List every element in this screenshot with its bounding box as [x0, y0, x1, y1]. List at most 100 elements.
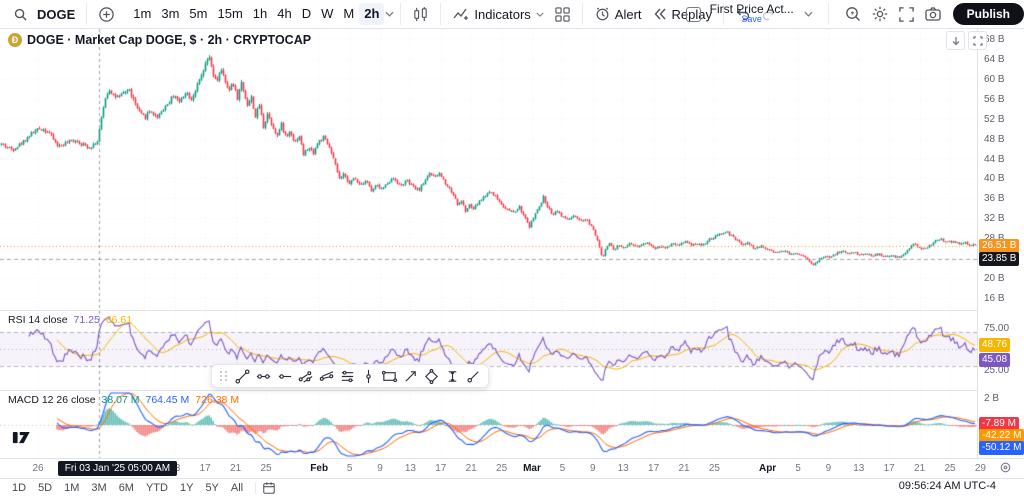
range-1m[interactable]: 1M	[64, 481, 80, 494]
timeframe-menu-caret[interactable]	[385, 11, 394, 17]
vertical-line-tool-icon[interactable]	[358, 366, 379, 386]
indicators-button[interactable]: Indicators	[447, 2, 548, 26]
crosshair-time-tooltip: Fri 03 Jan '25 05:00 AM	[57, 461, 178, 476]
time-tick: Apr	[758, 463, 777, 474]
pane-separator[interactable]	[0, 390, 1024, 391]
divider	[400, 3, 402, 25]
price-axis[interactable]: 26.51 B 23.85 B 75.00 48.76 45.08 25.00 …	[977, 29, 1024, 478]
rotated-rectangle-tool-icon[interactable]	[421, 366, 442, 386]
replay-button[interactable]: Replay	[647, 2, 717, 26]
time-tick: 25	[260, 463, 272, 474]
time-tick: 9	[825, 463, 832, 474]
arrow-tool-icon[interactable]	[400, 366, 421, 386]
indicators-label: Indicators	[474, 6, 531, 22]
time-tick: 9	[377, 463, 383, 474]
layout-checkbox[interactable]	[685, 6, 701, 22]
horizontal-ray-tool-icon[interactable]	[274, 366, 295, 386]
timeframe-2h-active[interactable]: 2h	[359, 3, 385, 25]
range-3m[interactable]: 3M	[91, 481, 107, 494]
timeframe-5m[interactable]: 5m	[189, 6, 208, 21]
pane-collapse-button[interactable]	[946, 31, 965, 50]
alarm-clock-icon	[594, 6, 611, 23]
rectangle-tool-icon[interactable]	[379, 366, 400, 386]
price-range-tool-icon[interactable]	[442, 366, 463, 386]
timeframe-1h[interactable]: 1h	[252, 6, 268, 21]
top-toolbar: DOGE 1m 3m 5m 15m 1h 4h D W M 2h Indicators	[0, 0, 1024, 29]
settings-gear-icon[interactable]	[871, 5, 889, 23]
indicators-icon	[452, 5, 470, 23]
disjoint-channel-tool-icon[interactable]	[316, 366, 337, 386]
range-all[interactable]: All	[230, 481, 244, 494]
price-tick: 60 B	[984, 73, 1005, 85]
flat-top-bottom-tool-icon[interactable]	[337, 366, 358, 386]
symbol-search-button[interactable]: DOGE	[8, 2, 80, 26]
time-tick: 17	[883, 463, 895, 474]
drawing-tools	[232, 366, 484, 386]
macd-hist-value: 38.07 M	[101, 394, 140, 406]
range-6m[interactable]: 6M	[118, 481, 134, 494]
layout-menu-caret[interactable]	[804, 11, 813, 17]
fullscreen-icon[interactable]	[898, 6, 915, 23]
ray-tool-icon[interactable]	[463, 366, 484, 386]
timeframe-W[interactable]: W	[321, 6, 334, 21]
time-axis-settings-icon[interactable]	[999, 461, 1012, 479]
timeframe-1m[interactable]: 1m	[133, 6, 152, 21]
time-tick: 21	[914, 463, 926, 474]
timeframe-15m[interactable]: 15m	[217, 6, 243, 21]
range-5d[interactable]: 5D	[38, 481, 53, 494]
price-tick: 36 B	[984, 193, 1005, 205]
compare-add-button[interactable]	[93, 2, 120, 26]
divider	[722, 3, 724, 25]
drag-handle[interactable]	[220, 371, 228, 381]
publish-button[interactable]: Publish	[952, 3, 1024, 25]
tradingview-logo[interactable]	[12, 430, 31, 451]
range-ytd[interactable]: YTD	[145, 481, 168, 494]
timeframe-3m[interactable]: 3m	[161, 6, 180, 21]
timeframe-M[interactable]: M	[343, 6, 355, 21]
macd-axis-gridlabel: 2 B	[984, 393, 1000, 404]
macd-legend[interactable]: MACD 12 26 close 38.07 M 764.45 M 726.38…	[8, 394, 239, 406]
divider	[86, 3, 88, 25]
timeframe-D[interactable]: D	[301, 6, 312, 21]
divider	[255, 481, 257, 494]
macd-pane-canvas[interactable]	[0, 391, 977, 458]
horizontal-line-tool-icon[interactable]	[253, 366, 274, 386]
layout-name-button[interactable]: First Price Act... Save	[710, 3, 794, 24]
chart-title: DOGE · Market Cap DOGE, $ · 2h · CRYPTOC…	[27, 33, 312, 47]
pane-buttons	[946, 31, 987, 50]
price-tick: 40 B	[984, 173, 1005, 185]
plus-circle-icon	[98, 6, 115, 23]
undo-button[interactable]	[730, 2, 756, 26]
price-pane-canvas[interactable]	[0, 29, 977, 310]
time-tick: 17	[199, 463, 211, 474]
time-tick: 5	[346, 463, 353, 474]
symbol-name: DOGE	[37, 6, 76, 22]
range-5y[interactable]: 5Y	[205, 481, 219, 494]
floating-drawing-toolbar	[211, 364, 489, 388]
layout-grid-button[interactable]	[549, 2, 576, 26]
range-1y[interactable]: 1Y	[179, 481, 194, 494]
parallel-channel-tool-icon[interactable]	[295, 366, 316, 386]
pane-maximize-button[interactable]	[968, 31, 987, 50]
go-to-date-icon[interactable]	[262, 481, 276, 495]
time-axis[interactable]: Fri 03 Jan '25 05:00 AM 26 9 13 17 21 25 Feb 5 9…	[0, 458, 1024, 479]
bottom-bar: 1D 5D 1M 3M 6M YTD 1Y 5Y All	[0, 478, 1024, 496]
rsi-legend[interactable]: RSI 14 close 71.25 66.61	[8, 314, 132, 326]
quick-search-icon[interactable]	[844, 5, 862, 23]
redo-button[interactable]	[756, 2, 782, 26]
range-1d[interactable]: 1D	[12, 481, 27, 494]
time-tick: 21	[465, 463, 477, 474]
trend-line-tool-icon[interactable]	[232, 366, 253, 386]
macd-signal-badge: -42.22 M	[979, 429, 1024, 443]
chart-style-button[interactable]	[407, 2, 434, 26]
alert-button[interactable]: Alert	[589, 2, 647, 26]
time-tick: 25	[708, 463, 720, 474]
chart-legend[interactable]: Đ DOGE · Market Cap DOGE, $ · 2h · CRYPT…	[8, 33, 311, 47]
camera-snapshot-icon[interactable]	[924, 5, 942, 23]
price-tick: 32 B	[984, 213, 1005, 225]
timezone-clock[interactable]: 09:56:24 AM UTC-4	[898, 480, 996, 492]
replay-label: Replay	[671, 6, 712, 22]
pane-separator[interactable]	[0, 310, 1024, 311]
timeframe-4h[interactable]: 4h	[277, 6, 292, 21]
divider	[440, 3, 442, 25]
